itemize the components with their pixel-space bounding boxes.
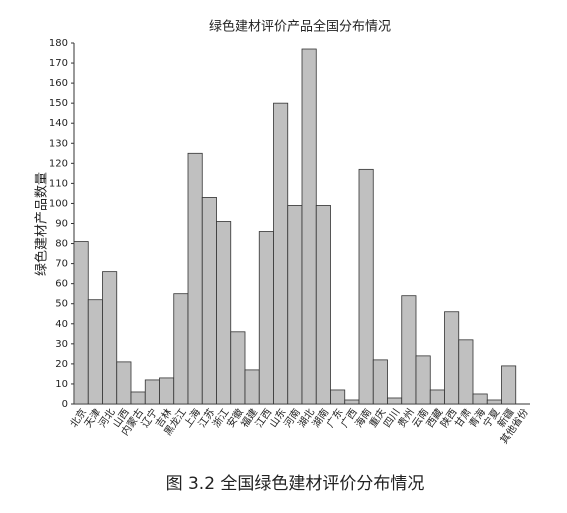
- y-tick-label: 50: [55, 299, 68, 310]
- bar: [230, 331, 246, 405]
- y-tick-label: 0: [62, 399, 68, 410]
- bar: [116, 361, 132, 405]
- y-tick-label: 20: [55, 359, 68, 370]
- bar: [87, 299, 103, 405]
- bar: [401, 295, 417, 405]
- bar: [244, 369, 260, 405]
- bar: [187, 152, 203, 405]
- bar: [429, 389, 445, 405]
- bar: [315, 205, 331, 405]
- bar: [216, 221, 232, 405]
- y-tick-label: 150: [49, 98, 68, 109]
- bar: [73, 241, 89, 405]
- bar: [372, 359, 388, 405]
- bar: [472, 393, 488, 405]
- bar: [102, 271, 118, 405]
- y-tick-label: 60: [55, 279, 68, 290]
- y-tick-label: 110: [49, 178, 68, 189]
- y-tick-label: 90: [55, 219, 68, 230]
- y-tick-label: 100: [49, 198, 68, 209]
- y-tick-label: 180: [49, 38, 68, 49]
- bar: [444, 311, 460, 405]
- y-tick-label: 10: [55, 379, 68, 390]
- bar: [173, 293, 189, 405]
- chart-title: 绿色建材评价产品全国分布情况: [209, 19, 391, 35]
- y-tick-label: 80: [55, 239, 68, 250]
- y-tick-label: 70: [55, 259, 68, 270]
- bar: [358, 168, 374, 405]
- bar: [301, 48, 317, 405]
- y-tick-label: 40: [55, 319, 68, 330]
- bar: [273, 102, 289, 405]
- bar: [387, 397, 403, 405]
- bar: [458, 339, 474, 405]
- bar: [144, 379, 160, 405]
- bar: [159, 377, 175, 405]
- bar: [486, 399, 502, 405]
- bar: [330, 389, 346, 405]
- bar: [201, 197, 217, 405]
- y-tick-label: 30: [55, 339, 68, 350]
- bar: [130, 391, 146, 405]
- caption: 图 3.2 全国绿色建材评价分布情况: [166, 474, 425, 494]
- y-tick-label: 120: [49, 158, 68, 169]
- bar: [415, 355, 431, 405]
- bar: [344, 399, 360, 405]
- y-axis-label: 绿色建材产品数量: [34, 172, 50, 276]
- y-tick-label: 170: [49, 58, 68, 69]
- bar: [258, 231, 274, 405]
- y-tick-label: 140: [49, 118, 68, 129]
- bar: [287, 205, 303, 405]
- bar: [501, 365, 517, 405]
- y-tick-label: 160: [49, 78, 68, 89]
- y-tick-label: 130: [49, 138, 68, 149]
